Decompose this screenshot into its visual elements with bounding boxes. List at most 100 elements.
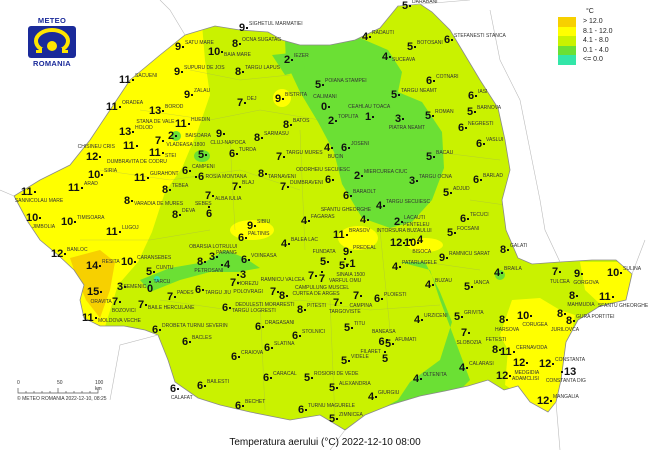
station-temperature: 5 <box>320 255 327 268</box>
station-temperature: 7 <box>461 326 468 339</box>
station-name: Giurgiu <box>378 390 400 396</box>
station-dot <box>208 206 210 208</box>
station-name: Dej <box>247 96 257 102</box>
zone-8-12-bisoca <box>407 238 443 252</box>
station-temperature: 4 <box>360 213 367 226</box>
station-name: Videle <box>351 354 369 360</box>
station-name: Toplita <box>338 114 359 120</box>
station-temperature: 11 <box>123 139 135 152</box>
station-name: Timisoara <box>77 215 105 221</box>
station-name: Roman <box>435 109 454 115</box>
station-name: Campulung Muscel <box>295 284 350 291</box>
zone-above-12-banat <box>70 250 115 318</box>
station-name: Stefanesti Stanca <box>454 33 506 39</box>
station-dot <box>100 291 102 293</box>
station-name: Petrosani <box>194 267 224 274</box>
station-temperature: 8 <box>557 307 564 320</box>
station-temperature: 7 <box>167 290 174 303</box>
station-name: Chisineu Cris <box>77 144 115 151</box>
station-name: Sinaia 1500 <box>336 271 365 278</box>
station-temperature: 6 <box>325 173 332 186</box>
station-dot <box>162 152 164 154</box>
station-name: Jimbolia <box>32 223 56 230</box>
station-temperature: 4 <box>362 30 369 43</box>
station-name: Slatina <box>274 341 295 347</box>
station-dot <box>474 111 476 113</box>
station-name: Siria <box>104 168 118 174</box>
station-dot <box>331 147 333 149</box>
station-dot <box>446 257 448 259</box>
station-name: Gurahont <box>150 171 179 177</box>
station-dot <box>384 351 386 353</box>
station-name: Sacueni <box>135 73 158 79</box>
station-dot <box>221 264 223 266</box>
station-temperature: 12 <box>496 369 509 382</box>
station-name: Targu Secuiesc <box>386 199 431 205</box>
station-name: Titu <box>354 321 366 327</box>
station-temperature: 10 <box>404 236 417 249</box>
station-dot <box>499 349 501 351</box>
station-name: Borod <box>165 104 184 110</box>
station-name: Lacauti <box>404 215 426 221</box>
station-dot <box>119 106 121 108</box>
station-name: Cluj-Napoca <box>210 139 246 146</box>
station-name: Caransebes <box>137 255 172 261</box>
station-name: Targoviste <box>328 308 361 315</box>
station-dot <box>346 265 348 267</box>
station-name: Vladeasa 1800 <box>166 142 206 149</box>
station-dot <box>340 302 342 304</box>
station-dot <box>119 231 121 233</box>
legend-item: > 12.0 <box>558 17 613 27</box>
station-temperature: 2 <box>168 129 175 142</box>
station-temperature: 5 <box>198 148 205 161</box>
station-dot <box>335 120 337 122</box>
station-dot <box>39 217 41 219</box>
station-temperature: 9 <box>174 65 181 78</box>
station-temperature: -1 <box>345 258 356 271</box>
station-name: Patarlagele <box>402 260 438 266</box>
station-dot <box>402 118 404 120</box>
station-dot <box>348 147 350 149</box>
station-temperature: 6 <box>238 231 245 244</box>
station-name: Gura Portitei <box>576 314 615 320</box>
station-name: Vaslui <box>486 137 504 143</box>
legend-label: 0.1 - 4.0 <box>583 46 609 54</box>
station-dot <box>564 313 566 315</box>
station-temperature: 7 <box>237 96 244 109</box>
scale-bar: 0 50 100 km © METEO ROMANIA 2022-12-10, … <box>17 380 107 402</box>
station-name: Pitesti <box>307 303 326 309</box>
station-dot <box>304 309 306 311</box>
station-name: Semenic <box>123 283 147 290</box>
station-name: Voineasa <box>251 253 277 259</box>
station-temperature: 4 <box>281 237 288 250</box>
station-dot <box>237 282 239 284</box>
station-dot <box>287 186 289 188</box>
station-temperature: 7 <box>205 189 212 202</box>
station-name: Tebea <box>172 183 189 189</box>
station-name: Zimnicea <box>339 412 363 418</box>
station-temperature: 4 <box>494 266 501 279</box>
station-name: Sulina <box>623 266 642 272</box>
station-name: Pades <box>177 290 194 296</box>
station-name: Piatra Neamt <box>388 124 426 131</box>
station-dot <box>270 377 272 379</box>
station-temperature: 11 <box>149 146 161 159</box>
station-temperature: 5 <box>467 105 474 118</box>
station-name: Oltenita <box>423 372 447 378</box>
station-dot <box>212 195 214 197</box>
station-name: Odorheiu Secuiesc <box>296 166 350 173</box>
station-dot <box>526 362 528 364</box>
station-name: Drobeta Turnu Severin <box>162 323 228 329</box>
station-temperature: 6 <box>229 147 236 160</box>
station-dot <box>283 156 285 158</box>
meteo-romania-logo: METEO ROMANIA <box>26 16 78 68</box>
station-dot <box>399 266 401 268</box>
station-name: Constanta <box>555 357 586 363</box>
station-name: Parang <box>216 250 237 257</box>
station-name: Balea Lac <box>291 237 318 243</box>
station-name: Zalau <box>194 88 211 94</box>
station-dot <box>286 295 288 297</box>
station-temperature: 4 <box>413 372 420 385</box>
station-dot <box>153 271 155 273</box>
